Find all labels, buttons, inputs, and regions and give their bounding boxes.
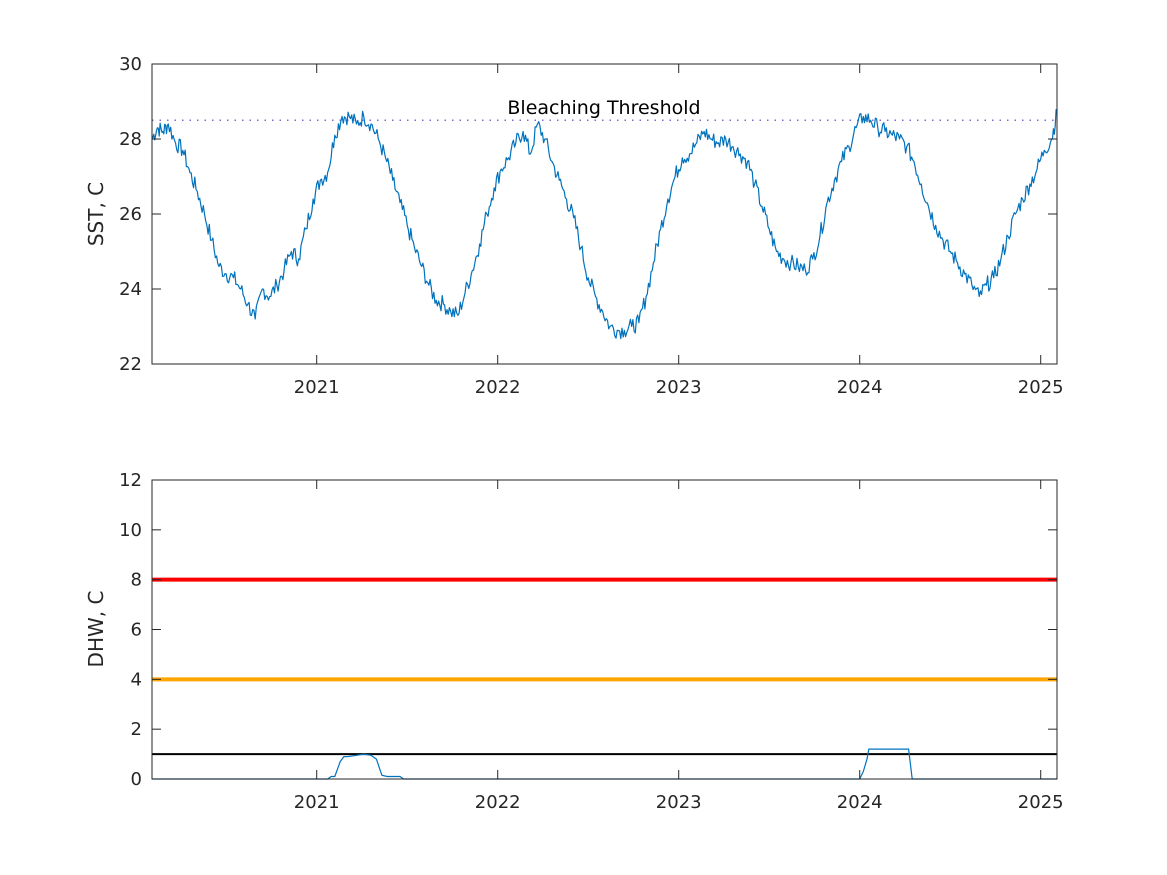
sst-ytick-label: 24 (119, 279, 142, 300)
sst-xtick-label: 2023 (656, 377, 702, 398)
dhw-ytick-label: 12 (119, 470, 142, 491)
sst-y-axis-label: SST, C (84, 182, 108, 246)
dhw-reference-layer (152, 577, 1057, 756)
sst-ytick-label: 22 (119, 354, 142, 375)
sst-series-layer (151, 108, 1058, 340)
dhw-xtick-label: 2025 (1018, 792, 1064, 813)
dhw-ytick-label: 4 (131, 669, 142, 690)
sst-xtick-label: 2025 (1018, 377, 1064, 398)
dhw-xtick-label: 2022 (475, 792, 521, 813)
sst-plot-area (152, 64, 1057, 364)
dhw-series-layer (152, 748, 1057, 780)
sst-xtick-label: 2024 (837, 377, 883, 398)
sst-panel: 22 24 26 28 30 2021 2022 2023 2024 2025 Bleaching… (84, 54, 1064, 398)
dhw-ytick-label: 0 (131, 769, 142, 790)
dhw-ticks-layer: 0 2 4 6 8 10 12 2021 2022 2023 2024 2025 (119, 470, 1064, 813)
bleaching-threshold-label: Bleaching Threshold (507, 97, 700, 119)
dhw-ytick-label: 8 (131, 570, 142, 591)
dhw-y-axis-label: DHW, C (84, 591, 108, 668)
sst-ticks-layer: 22 24 26 28 30 2021 2022 2023 2024 2025 (119, 54, 1064, 398)
dhw-panel: 0 2 4 6 8 10 12 2021 2022 2023 2024 2025 DHW, C (84, 470, 1064, 813)
dhw-ytick-label: 6 (131, 620, 142, 641)
dhw-series-line (152, 748, 1057, 780)
sst-xtick-label: 2021 (294, 377, 340, 398)
dhw-ytick-label: 2 (131, 719, 142, 740)
dhw-xtick-label: 2023 (656, 792, 702, 813)
dhw-xtick-label: 2021 (294, 792, 340, 813)
sst-xtick-label: 2022 (475, 377, 521, 398)
sst-ytick-label: 26 (119, 204, 142, 225)
dhw-plot-area (152, 480, 1057, 779)
sst-ytick-label: 28 (119, 129, 142, 150)
sst-series-line (151, 108, 1058, 340)
sst-ytick-label: 30 (119, 54, 142, 75)
dhw-ytick-label: 10 (119, 520, 142, 541)
dhw-xtick-label: 2024 (837, 792, 883, 813)
